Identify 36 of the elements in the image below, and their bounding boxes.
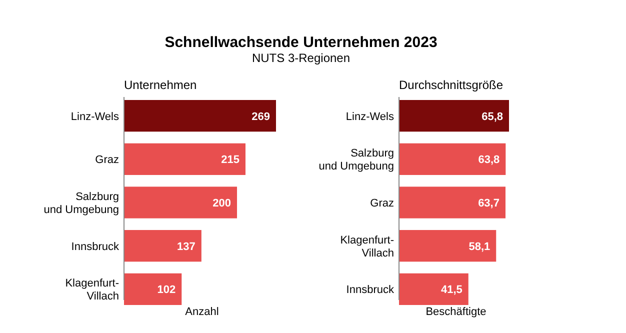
data-label: 269 [252,110,270,123]
bar [399,186,506,218]
x-axis-title: Beschäftigte [426,306,486,318]
y-tick-label: Innsbruck [71,240,120,253]
y-axis-title: Durchschnittsgröße [399,78,504,92]
bar [124,143,246,175]
data-label: 63,7 [478,198,500,210]
y-axis-title: Unternehmen [124,78,197,92]
y-tick-label: Linz-Wels [346,110,394,123]
y-tick-label: Linz-Wels [70,110,120,123]
bar [124,100,276,132]
data-label: 58,1 [468,240,490,253]
bar [124,230,202,262]
chart-title: Schnellwachsende Unternehmen 2023 [164,34,438,51]
data-label: 137 [177,240,196,253]
data-label: 65,8 [482,110,503,123]
data-label: 102 [157,284,176,296]
bar [399,273,468,305]
data-label: 215 [221,154,240,166]
y-tick-label: Salzburg und Umgebung [44,191,119,216]
bar [124,273,182,305]
y-tick-label: Graz [370,198,394,210]
bar [399,230,496,262]
bar [399,143,506,175]
data-label: 63,8 [478,154,500,166]
y-tick-label: Innsbruck [346,284,394,296]
bar [124,186,238,218]
data-label: 200 [212,198,232,210]
data-label: 41,5 [440,284,462,296]
y-tick-label: Klagenfurt- Villach [340,234,394,260]
y-tick-label: Klagenfurt- Villach [65,278,120,303]
y-tick-label: Salzburg und Umgebung [318,148,394,173]
x-axis-title: Anzahl [185,306,219,318]
y-tick-label: Graz [95,154,119,166]
text: NUTS 3-Regionen [252,51,350,65]
bar [399,100,509,132]
